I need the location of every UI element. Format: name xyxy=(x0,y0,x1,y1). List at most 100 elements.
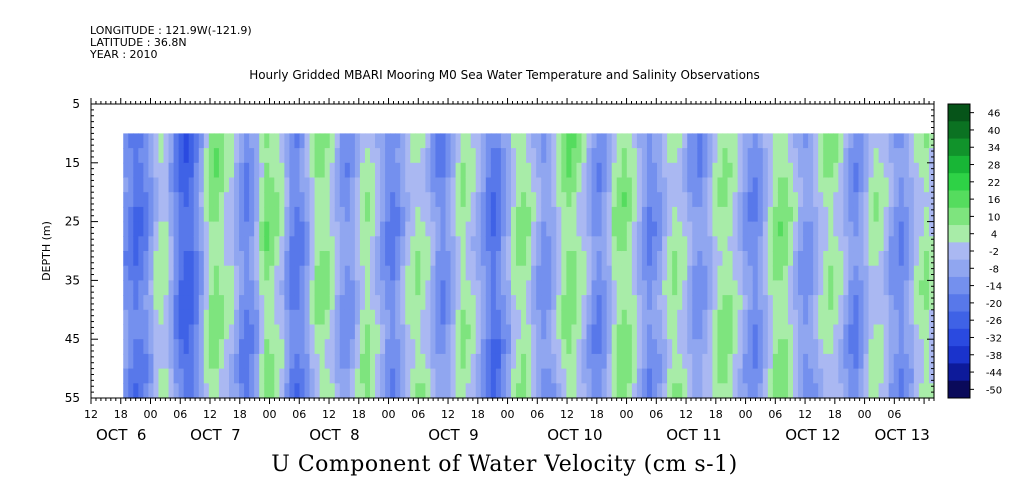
heatmap-cell xyxy=(505,265,512,281)
heatmap-cell xyxy=(168,133,175,149)
heatmap-cell xyxy=(420,368,426,384)
heatmap-cell xyxy=(324,309,331,326)
heatmap-cell xyxy=(913,265,920,281)
heatmap-cell xyxy=(294,221,301,237)
heatmap-cell xyxy=(203,206,210,223)
heatmap-cell xyxy=(722,148,729,164)
heatmap-cell xyxy=(193,221,200,237)
heatmap-cell xyxy=(657,295,663,311)
heatmap-cell xyxy=(435,192,442,208)
heatmap-cell xyxy=(657,148,663,164)
heatmap-cell xyxy=(339,192,346,208)
heatmap-cell xyxy=(405,295,411,311)
heatmap-cell xyxy=(425,177,432,193)
heatmap-cell xyxy=(213,251,220,267)
heatmap-cell xyxy=(551,368,557,384)
heatmap-cell xyxy=(259,368,265,384)
heatmap-cell xyxy=(349,265,356,281)
heatmap-cell xyxy=(551,324,557,340)
heatmap-cell xyxy=(616,177,623,193)
heatmap-cell xyxy=(742,221,749,237)
heatmap-cell xyxy=(611,309,618,326)
heatmap-cell xyxy=(500,251,507,267)
heatmap-cell xyxy=(203,162,210,179)
heatmap-cell xyxy=(823,324,829,340)
heatmap-cell xyxy=(646,148,653,164)
heatmap-cell xyxy=(415,295,421,311)
heatmap-cell xyxy=(621,339,628,355)
heatmap-cell xyxy=(818,265,824,281)
heatmap-cell xyxy=(561,383,567,399)
heatmap-cell xyxy=(279,177,285,193)
heatmap-cell xyxy=(712,221,719,237)
heatmap-cell xyxy=(505,383,512,399)
heatmap-cell xyxy=(234,295,240,311)
heatmap-cell xyxy=(717,177,724,193)
heatmap-cell xyxy=(712,236,719,252)
heatmap-cell xyxy=(395,383,401,399)
heatmap-cell xyxy=(863,148,870,164)
heatmap-cell xyxy=(541,324,547,340)
heatmap-cell xyxy=(828,383,834,399)
heatmap-cell xyxy=(309,368,316,384)
heatmap-cell xyxy=(626,295,633,311)
heatmap-cell xyxy=(128,309,134,326)
heatmap-cell xyxy=(888,280,895,296)
heatmap-cell xyxy=(425,339,432,355)
heatmap-cell xyxy=(606,309,613,326)
heatmap-cell xyxy=(289,353,296,370)
heatmap-cell xyxy=(153,265,160,281)
heatmap-cell xyxy=(586,251,593,267)
heatmap-cell xyxy=(787,383,794,399)
heatmap-cell xyxy=(259,133,265,149)
heatmap-cell xyxy=(400,162,406,179)
heatmap-cell xyxy=(707,353,714,370)
heatmap-cell xyxy=(445,192,452,208)
heatmap-cell xyxy=(223,353,230,370)
heatmap-cell xyxy=(173,383,180,399)
heatmap-cell xyxy=(813,265,819,281)
heatmap-cell xyxy=(918,280,925,296)
heatmap-cell xyxy=(687,177,693,193)
heatmap-cell xyxy=(314,280,321,296)
heatmap-cell xyxy=(344,265,351,281)
x-hour-tick-label: 06 xyxy=(887,408,901,421)
heatmap-cell xyxy=(803,236,809,252)
heatmap-cell xyxy=(591,368,598,384)
colorbar-label: -32 xyxy=(986,333,1002,344)
heatmap-cell xyxy=(259,324,265,340)
heatmap-cell xyxy=(772,206,779,223)
heatmap-cell xyxy=(163,353,170,370)
heatmap-cell xyxy=(390,339,396,355)
heatmap-cell xyxy=(123,192,129,208)
heatmap-cell xyxy=(777,280,784,296)
heatmap-cell xyxy=(596,280,603,296)
heatmap-cell xyxy=(274,368,280,384)
heatmap-cell xyxy=(536,265,542,281)
heatmap-cell xyxy=(722,251,729,267)
heatmap-cell xyxy=(526,280,532,296)
heatmap-cell xyxy=(234,236,240,252)
heatmap-cell xyxy=(848,177,855,193)
heatmap-cell xyxy=(873,368,880,384)
heatmap-cell xyxy=(465,280,472,296)
heatmap-cell xyxy=(329,192,336,208)
heatmap-cell xyxy=(903,280,910,296)
x-hour-tick-label: 18 xyxy=(471,408,485,421)
heatmap-cell xyxy=(415,206,421,223)
heatmap-cell xyxy=(903,368,910,384)
heatmap-cell xyxy=(752,192,759,208)
heatmap-cell xyxy=(596,177,603,193)
heatmap-cell xyxy=(359,221,366,237)
heatmap-cell xyxy=(536,133,542,149)
heatmap-cell xyxy=(536,162,542,179)
heatmap-cell xyxy=(203,353,210,370)
heatmap-cell xyxy=(858,206,865,223)
heatmap-cell xyxy=(888,265,895,281)
heatmap-cell xyxy=(883,192,890,208)
heatmap-cell xyxy=(319,221,326,237)
heatmap-cell xyxy=(299,295,306,311)
heatmap-cell xyxy=(450,162,457,179)
heatmap-cell xyxy=(213,221,220,237)
heatmap-cell xyxy=(309,148,316,164)
